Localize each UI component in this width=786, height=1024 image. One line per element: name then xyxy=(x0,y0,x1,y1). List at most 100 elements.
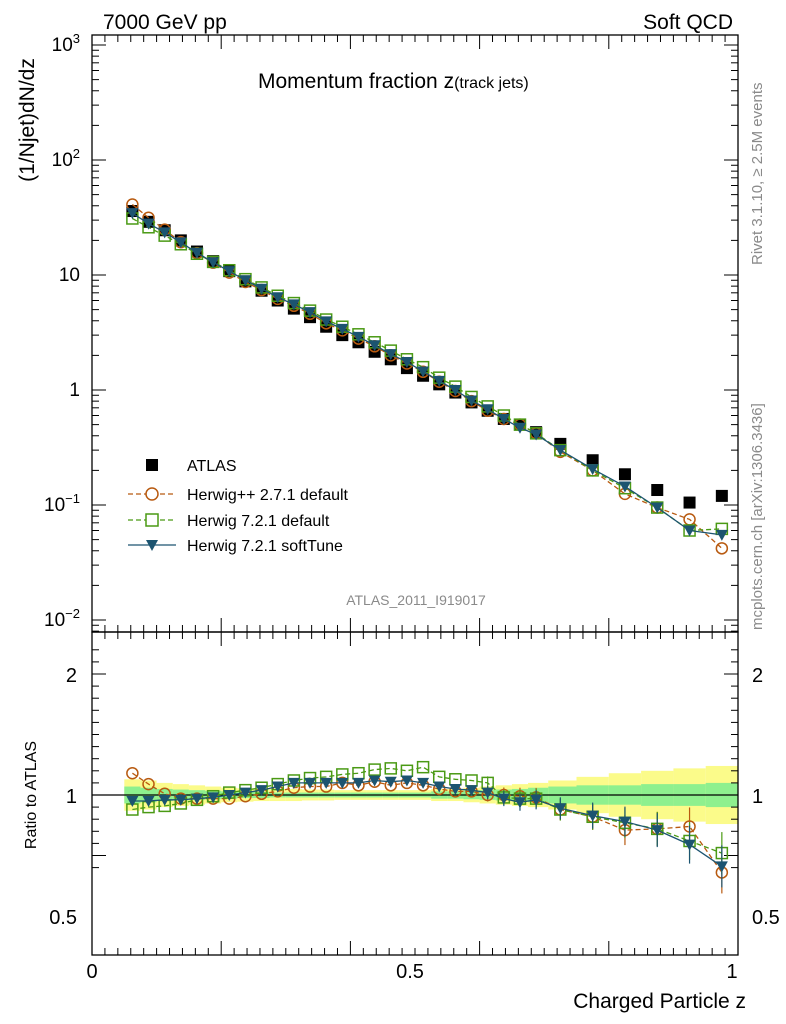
ratio-point-h721soft xyxy=(400,775,413,787)
ratio-point-h721soft xyxy=(352,777,365,789)
point-h721soft xyxy=(481,404,494,416)
y-tick-label: 10−1 xyxy=(44,491,80,516)
ratio-point-h721soft xyxy=(336,777,349,789)
point-h721soft xyxy=(554,445,567,457)
legend-marker-h721soft xyxy=(146,540,158,551)
ratio-point-h721soft xyxy=(158,794,171,806)
top-y-tick-labels: 103 102 10 1 10−1 10−2 xyxy=(44,31,80,631)
point-data xyxy=(715,489,728,502)
point-h721soft xyxy=(497,413,510,425)
ratio-point-h721soft xyxy=(554,803,567,815)
legend-label-atlas: ATLAS xyxy=(187,458,237,475)
ratio-point-h721soft xyxy=(481,787,494,799)
ratio-tick-label-right: 2 xyxy=(752,665,763,687)
point-h721soft xyxy=(336,323,349,335)
ratio-point-h721soft xyxy=(433,781,446,793)
header-right: Soft QCD xyxy=(643,11,733,34)
ratio-point-h721def xyxy=(368,763,381,776)
x-tick-label: 0 xyxy=(86,961,97,983)
point-herwigpp xyxy=(715,542,729,555)
ratio-point-h721soft xyxy=(271,781,284,793)
ratio-tick-label-right: 1 xyxy=(752,786,763,808)
ratio-point-h721soft xyxy=(715,861,728,873)
point-h721soft xyxy=(530,429,543,441)
y-axis-label-ratio: Ratio to ATLAS xyxy=(23,741,40,849)
ratio-point-h721soft xyxy=(320,777,333,789)
ratio-point-h721soft xyxy=(465,785,478,797)
point-h721soft xyxy=(271,292,284,304)
ratio-point-h721soft xyxy=(618,816,631,828)
ratio-tick-label-right: 0.5 xyxy=(752,907,780,929)
ratio-point-h721soft xyxy=(142,796,155,808)
point-h721soft xyxy=(190,247,203,259)
point-h721soft xyxy=(651,502,664,514)
ratio-point-h721soft xyxy=(174,794,187,806)
y-tick-label: 10−2 xyxy=(44,606,80,631)
point-h721soft xyxy=(207,257,220,269)
point-h721soft xyxy=(400,357,413,369)
ratio-point-h721def xyxy=(384,762,398,775)
ratio-point-herwigpp xyxy=(142,777,155,791)
point-h721soft xyxy=(255,283,268,295)
legend-label-h721soft: Herwig 7.2.1 softTune xyxy=(187,538,343,555)
point-data xyxy=(618,468,631,481)
ratio-y-tick-labels: 2 1 0.5 2 1 0.5 xyxy=(49,665,780,929)
point-h721soft xyxy=(158,227,171,239)
x-tick-label: 0.5 xyxy=(396,961,424,983)
ratio-point-h721soft xyxy=(287,777,300,789)
legend-marker-atlas xyxy=(146,459,158,471)
point-h721soft xyxy=(384,349,397,361)
point-h721soft xyxy=(304,307,317,319)
ratio-tick-label: 0.5 xyxy=(49,907,77,929)
ratio-point-h721def xyxy=(416,760,430,774)
y-tick-label: 1 xyxy=(69,380,80,401)
ratio-tick-label: 2 xyxy=(66,665,77,687)
x-tick-labels: 0 0.5 1 xyxy=(86,961,737,983)
legend-marker-herwigpp xyxy=(145,487,159,501)
point-h721soft xyxy=(683,525,696,537)
y-tick-label: 10 xyxy=(59,265,80,286)
point-h721soft xyxy=(586,464,599,476)
point-h721soft xyxy=(513,422,526,434)
point-h721soft xyxy=(618,481,631,493)
point-h721soft xyxy=(223,266,236,278)
ratio-plot-series xyxy=(126,760,729,894)
point-h721soft xyxy=(320,316,333,328)
ratio-point-h721soft xyxy=(207,792,220,804)
y-axis-label-top: (1/Njet)dN/dz xyxy=(16,58,39,182)
ratio-point-h721soft xyxy=(513,797,526,809)
point-h721soft xyxy=(715,529,728,541)
point-h721soft xyxy=(449,385,462,396)
ratio-point-herwigpp xyxy=(126,766,139,780)
point-h721soft xyxy=(126,208,139,220)
ratio-point-h721soft xyxy=(190,793,203,805)
ratio-point-h721soft xyxy=(255,785,268,797)
point-h721soft xyxy=(352,331,365,343)
point-h721soft xyxy=(465,395,478,407)
x-tick-label: 1 xyxy=(726,961,737,983)
rivet-label: Rivet 3.1.10, ≥ 2.5M events xyxy=(749,83,766,266)
point-h721soft xyxy=(287,299,300,311)
x-axis-label: Charged Particle z xyxy=(573,990,746,1013)
point-h721soft xyxy=(417,366,430,378)
point-h721soft xyxy=(239,275,252,287)
axis-ticks xyxy=(91,35,739,955)
point-data xyxy=(683,496,696,509)
ratio-point-h721soft xyxy=(304,777,317,789)
ratio-point-h721soft xyxy=(417,777,430,789)
point-data xyxy=(586,454,599,467)
mcplots-label: mcplots.cern.ch [arXiv:1306.3436] xyxy=(749,403,766,630)
top-plot-series xyxy=(126,198,729,555)
legend-label-herwigpp: Herwig++ 2.7.1 default xyxy=(187,487,349,504)
point-h721soft xyxy=(368,340,381,352)
point-data xyxy=(651,484,664,497)
ratio-point-h721soft xyxy=(223,790,236,801)
header-left: 7000 GeV pp xyxy=(103,11,227,34)
ratio-point-h721soft xyxy=(126,796,139,808)
ratio-point-h721soft xyxy=(586,810,599,822)
point-h721soft xyxy=(433,375,446,387)
analysis-tag: ATLAS_2011_I919017 xyxy=(346,592,486,608)
ratio-point-h721soft xyxy=(239,787,252,799)
ratio-point-h721soft xyxy=(651,825,664,837)
